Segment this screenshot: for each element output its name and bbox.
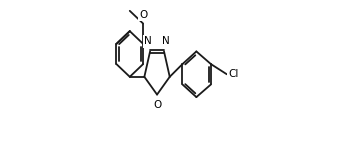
Text: N: N: [162, 36, 170, 46]
Text: O: O: [139, 10, 147, 20]
Text: Cl: Cl: [229, 69, 239, 79]
Text: O: O: [153, 100, 161, 110]
Text: N: N: [144, 36, 152, 46]
